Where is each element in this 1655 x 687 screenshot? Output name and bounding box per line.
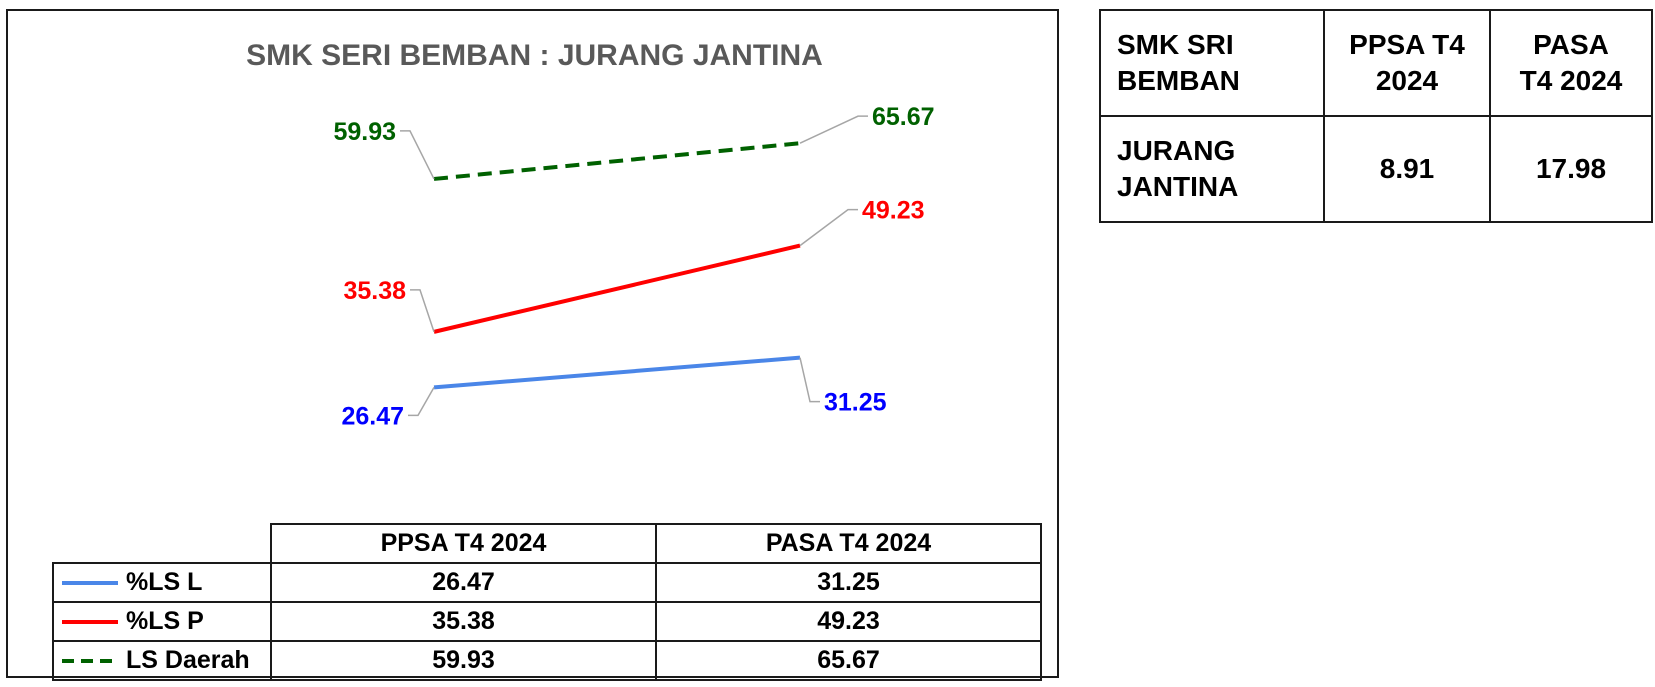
chart-title: SMK SERI BEMBAN : JURANG JANTINA (246, 39, 823, 72)
summary-row-label-text: JURANG JANTINA (1117, 135, 1239, 202)
data-label: 65.67 (872, 103, 935, 131)
data-label-leader (799, 208, 858, 247)
series-name: %LS P (126, 607, 204, 635)
summary-row-label: JURANG JANTINA (1099, 115, 1325, 223)
data-label-leader (408, 387, 435, 417)
line-chart: 26.47 31.25 35.38 49.23 59.93 65.67 (333, 103, 935, 430)
data-label-leader (410, 289, 435, 333)
series-line (433, 355, 801, 390)
data-table-value: 49.23 (655, 601, 1042, 642)
chart-data-table: PPSA T4 2024 PASA T4 2024 %LS L 26.47 31… (52, 523, 1042, 681)
data-table-row: %LS L 26.47 31.25 (52, 562, 1042, 603)
chart-panel: 26.47 31.25 35.38 49.23 59.93 65.67 SMK SERI … (6, 9, 1059, 681)
legend-key-line-p (60, 618, 120, 626)
summary-value: 8.91 (1323, 115, 1491, 223)
summary-corner-text: SMK SRI BEMBAN (1117, 29, 1240, 96)
data-label: 49.23 (862, 197, 925, 225)
data-table-row: %LS P 35.38 49.23 (52, 601, 1042, 642)
data-label-leader (799, 357, 820, 403)
summary-column-header: PPSA T4 2024 (1323, 9, 1491, 117)
data-table-value: 31.25 (655, 562, 1042, 603)
data-table-corner (53, 524, 272, 564)
data-label-leader (400, 130, 435, 180)
data-label: 26.47 (341, 402, 404, 430)
summary-row: JURANG JANTINA 8.91 17.98 (1099, 115, 1653, 223)
data-table-header-row: PPSA T4 2024 PASA T4 2024 (53, 523, 1042, 564)
data-table-series-cell: %LS L (52, 562, 272, 603)
data-table-category: PASA T4 2024 (655, 523, 1042, 564)
data-label: 59.93 (333, 118, 396, 146)
data-table-value: 59.93 (270, 640, 657, 681)
data-table-category: PPSA T4 2024 (270, 523, 657, 564)
series-name: LS Daerah (126, 646, 250, 674)
data-table-value: 26.47 (270, 562, 657, 603)
legend-key-line-daerah (60, 657, 120, 665)
summary-corner: SMK SRI BEMBAN (1099, 9, 1325, 117)
summary-header-row: SMK SRI BEMBAN PPSA T4 2024 PASA T4 2024 (1099, 9, 1653, 117)
summary-value: 17.98 (1489, 115, 1653, 223)
data-table-series-cell: %LS P (52, 601, 272, 642)
summary-column-header: PASA T4 2024 (1489, 9, 1653, 117)
data-label-leader (799, 115, 868, 144)
summary-column-text: PPSA T4 2024 (1349, 29, 1465, 96)
series-line (433, 243, 801, 334)
legend-key-line-l (60, 579, 120, 587)
data-table-value: 35.38 (270, 601, 657, 642)
data-label: 31.25 (824, 389, 887, 417)
data-table-row: LS Daerah 59.93 65.67 (52, 640, 1042, 681)
data-table-series-cell: LS Daerah (52, 640, 272, 681)
summary-column-text: PASA T4 2024 (1519, 29, 1623, 96)
data-table-value: 65.67 (655, 640, 1042, 681)
series-line (433, 141, 801, 181)
summary-table: SMK SRI BEMBAN PPSA T4 2024 PASA T4 2024 JU… (1099, 9, 1653, 223)
series-name: %LS L (126, 568, 203, 596)
data-label: 35.38 (343, 277, 406, 305)
